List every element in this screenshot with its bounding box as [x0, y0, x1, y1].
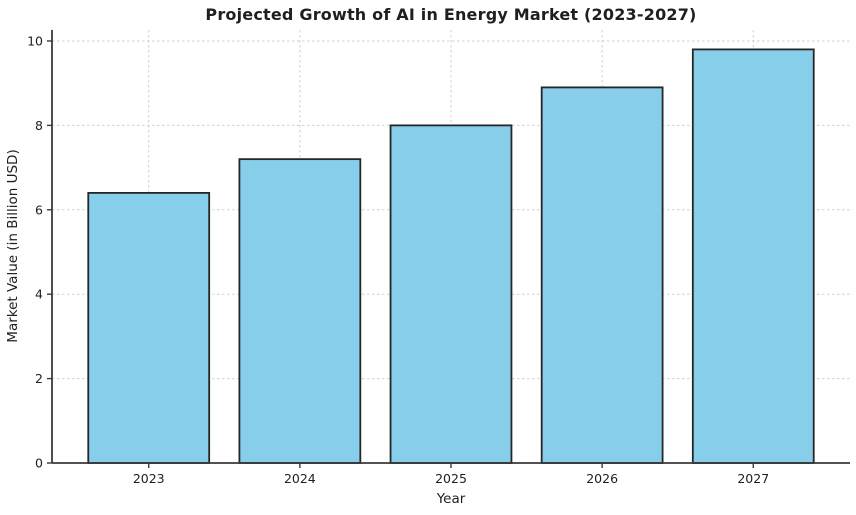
y-tick-label-0: 0	[35, 456, 43, 471]
bar-2024	[238, 158, 362, 464]
x-axis-label: Year	[436, 491, 466, 507]
y-tick-label-6: 6	[35, 202, 43, 217]
x-tick-label-2024: 2024	[284, 471, 316, 486]
bar-2023	[87, 192, 211, 464]
x-tick-label-2026: 2026	[586, 471, 618, 486]
y-tick-label-10: 10	[27, 33, 43, 48]
bar-2025	[389, 124, 513, 464]
chart-title: Projected Growth of AI in Energy Market …	[205, 5, 696, 24]
x-tick-label-2023: 2023	[133, 471, 165, 486]
bar-layer	[87, 48, 815, 464]
x-tick-label-2027: 2027	[737, 471, 769, 486]
y-axis-label: Market Value (in Billion USD)	[5, 149, 21, 342]
y-tick-label-4: 4	[35, 287, 43, 302]
axis-layer: 0 2 4 6 8 10 2023 2024 2025 2026 2027	[27, 30, 850, 486]
y-tick-label-2: 2	[35, 371, 43, 386]
y-tick-label-8: 8	[35, 118, 43, 133]
bar-2026	[540, 86, 664, 464]
x-tick-label-2025: 2025	[435, 471, 467, 486]
bar-2027	[691, 48, 815, 464]
